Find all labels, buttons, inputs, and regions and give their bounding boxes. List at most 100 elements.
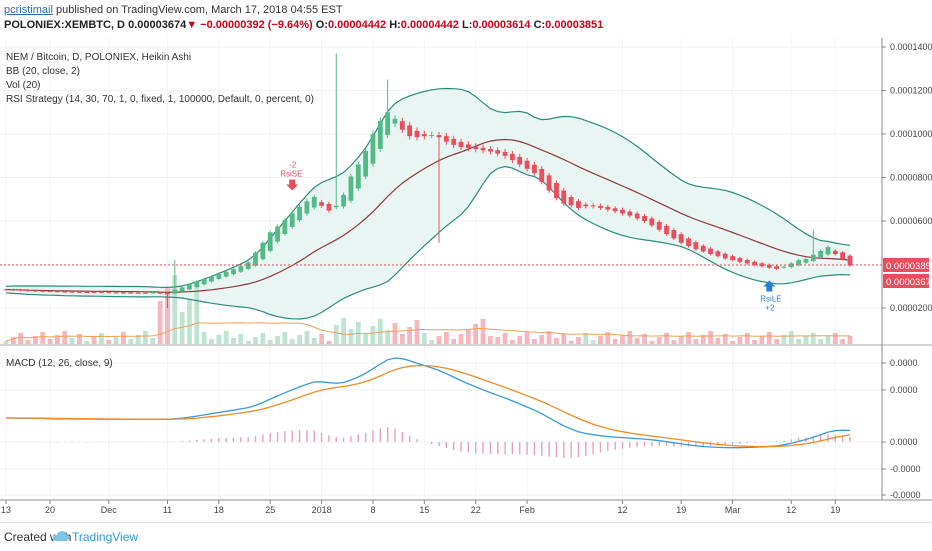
candle: [99, 292, 104, 294]
candle: [583, 204, 589, 207]
volume-bar: [598, 336, 603, 344]
volume-bar: [546, 331, 552, 344]
volume-bar: [561, 334, 567, 344]
candle: [810, 254, 816, 261]
time-tick-label: 19: [676, 505, 686, 515]
footer-bar: Created with TradingView: [0, 522, 932, 551]
candle: [201, 278, 207, 285]
candle: [385, 112, 391, 135]
candle: [297, 206, 302, 221]
candle: [311, 196, 317, 208]
legend-vol: Vol (20): [6, 80, 40, 91]
volume-bar: [47, 339, 53, 344]
time-tick-label: 18: [214, 505, 224, 515]
volume-bar: [10, 337, 16, 344]
volume-bar: [209, 339, 214, 344]
candle: [282, 219, 288, 235]
candle: [744, 260, 750, 264]
volume-bar: [113, 336, 119, 344]
volume-bar: [76, 334, 82, 344]
time-axis[interactable]: 13 20 Dec 11 18 25 2018 8 15 22 Feb 12 19 Mar 12 19: [0, 499, 932, 515]
volume-bar: [708, 331, 713, 344]
candle: [788, 263, 794, 268]
chart-header: pcristimail published on TradingView.com…: [0, 0, 932, 38]
candle: [532, 164, 537, 174]
candle: [737, 258, 743, 262]
candle: [399, 121, 405, 130]
candle: [620, 209, 625, 214]
volume-bar: [399, 334, 405, 344]
macd-tick-label: 0.0000: [890, 437, 918, 447]
legend-bb: BB (20, close, 2): [6, 66, 80, 77]
candle: [429, 135, 435, 137]
open-value: 0.00004442: [328, 19, 387, 31]
candle: [664, 225, 669, 235]
candle: [495, 150, 501, 154]
candle: [568, 197, 574, 206]
author-link[interactable]: pcristimail: [4, 4, 53, 16]
macd-pane: MACD (12, 26, close, 9): [0, 357, 882, 496]
last-price-tag: [883, 258, 929, 272]
volume-bar: [187, 299, 192, 344]
volume-bar: [341, 318, 346, 344]
candle: [774, 266, 780, 269]
macd-tick-label: 0.0000: [890, 358, 918, 368]
candle: [157, 292, 163, 294]
candle: [796, 260, 802, 266]
tradingview-brand-link[interactable]: TradingView: [72, 530, 139, 544]
volume-ma-line: [5, 322, 850, 342]
candle: [539, 168, 545, 182]
legend-title: NEM / Bitcoin, D, POLONIEX, Heikin Ashi: [6, 52, 191, 63]
high-label: H:: [389, 19, 401, 31]
volume-bar: [583, 333, 589, 344]
candle: [121, 292, 126, 294]
candle: [260, 242, 266, 260]
volume-bar: [465, 329, 471, 344]
volume-bar: [99, 333, 104, 344]
candle: [62, 291, 68, 293]
bollinger-basis-line: [5, 138, 851, 293]
candle: [693, 242, 699, 250]
candle: [634, 213, 640, 219]
candle: [421, 134, 427, 137]
volume-bar: [135, 335, 141, 344]
time-tick-label: 2018: [312, 505, 332, 515]
candle: [443, 136, 449, 142]
volume-bar: [605, 332, 611, 344]
candle: [510, 153, 515, 161]
volume-bar: [495, 337, 501, 344]
volume-bar: [730, 341, 735, 344]
time-tick-label: 19: [830, 505, 840, 515]
candle: [54, 291, 60, 293]
volume-bar: [121, 332, 126, 344]
candle: [238, 266, 244, 272]
candle: [275, 226, 280, 242]
candle: [216, 274, 222, 280]
volume-bar: [54, 335, 60, 344]
candle: [32, 290, 38, 292]
volume-bar: [818, 339, 824, 344]
volume-bar: [656, 337, 662, 344]
volume-bar: [642, 334, 647, 344]
candle: [642, 215, 647, 221]
volume-bar: [847, 336, 853, 344]
time-tick-label: 20: [45, 505, 55, 515]
candle: [355, 164, 361, 189]
volume-bar: [304, 331, 310, 344]
candle: [304, 201, 310, 214]
candle: [649, 218, 655, 226]
candle: [10, 289, 16, 291]
candle: [91, 292, 97, 294]
candle: [612, 208, 618, 212]
volume-bar: [678, 336, 684, 344]
candle: [84, 291, 90, 293]
candle: [840, 252, 846, 260]
candle: [172, 289, 178, 294]
candle: [722, 253, 728, 259]
time-tick-label: 22: [471, 505, 481, 515]
candle: [825, 247, 831, 255]
candle: [561, 190, 567, 204]
volume-bar: [671, 340, 677, 344]
